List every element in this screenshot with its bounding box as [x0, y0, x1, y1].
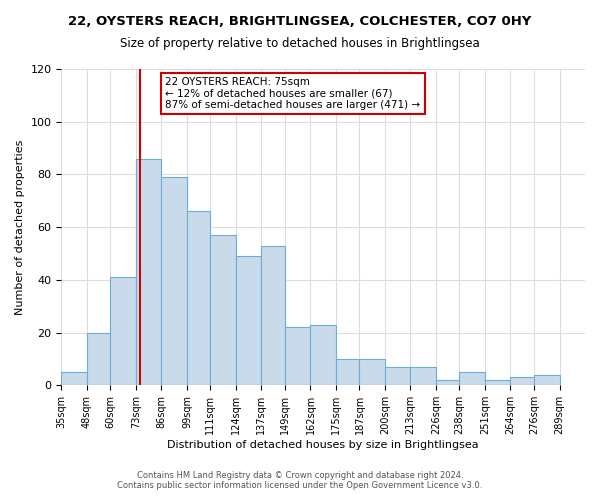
Bar	[110, 278, 136, 386]
Bar	[385, 367, 410, 386]
Bar	[161, 177, 187, 386]
Bar	[410, 367, 436, 386]
Bar	[534, 375, 560, 386]
Y-axis label: Number of detached properties: Number of detached properties	[15, 140, 25, 315]
Bar	[310, 324, 336, 386]
Bar	[336, 359, 359, 386]
Text: 22 OYSTERS REACH: 75sqm
← 12% of detached houses are smaller (67)
87% of semi-de: 22 OYSTERS REACH: 75sqm ← 12% of detache…	[166, 77, 421, 110]
Text: Size of property relative to detached houses in Brightlingsea: Size of property relative to detached ho…	[120, 38, 480, 51]
Bar	[61, 372, 87, 386]
X-axis label: Distribution of detached houses by size in Brightlingsea: Distribution of detached houses by size …	[167, 440, 479, 450]
Bar	[285, 328, 310, 386]
Text: 22, OYSTERS REACH, BRIGHTLINGSEA, COLCHESTER, CO7 0HY: 22, OYSTERS REACH, BRIGHTLINGSEA, COLCHE…	[68, 15, 532, 28]
Text: Contains HM Land Registry data © Crown copyright and database right 2024.
Contai: Contains HM Land Registry data © Crown c…	[118, 470, 482, 490]
Bar	[187, 212, 211, 386]
Bar	[460, 372, 485, 386]
Bar	[87, 332, 110, 386]
Bar	[136, 158, 161, 386]
Bar	[236, 256, 262, 386]
Bar	[485, 380, 511, 386]
Bar	[262, 246, 285, 386]
Bar	[359, 359, 385, 386]
Bar	[211, 235, 236, 386]
Bar	[436, 380, 460, 386]
Bar	[511, 378, 534, 386]
